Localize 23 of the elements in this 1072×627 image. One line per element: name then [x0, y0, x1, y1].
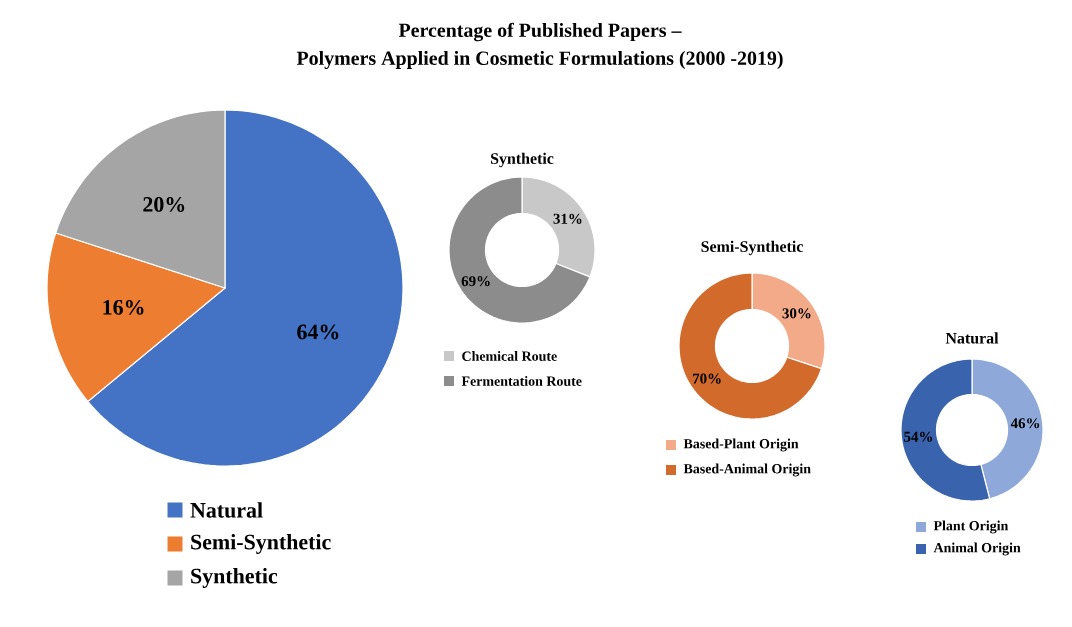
data-label: 46%	[1010, 418, 1040, 429]
text: Percentage of Published Papers –	[398, 22, 682, 42]
legend-label: Fermentation Route	[461, 376, 582, 386]
legend-label: Based-Plant Origin	[683, 438, 799, 452]
legend-label: Semi-Synthetic	[191, 534, 331, 554]
data-label: 70%	[693, 373, 721, 384]
legend-label: Plant Origin	[933, 520, 1009, 534]
legend-label: Chemical Route	[462, 351, 557, 361]
chart-title: Semi-Synthetic	[701, 240, 803, 256]
data-label: 20%	[143, 197, 185, 212]
legend-label: Synthetic	[191, 568, 278, 588]
legend-label: Natural	[190, 502, 263, 518]
data-label: 30%	[782, 308, 811, 319]
data-label: 69%	[461, 276, 490, 287]
data-label: 31%	[553, 213, 582, 224]
chart-title: Natural	[945, 332, 999, 344]
legend-label: Based-Animal Origin	[683, 463, 811, 477]
chart-title: Synthetic	[490, 152, 554, 168]
data-label: 54%	[904, 431, 933, 442]
data-label: 16%	[103, 299, 144, 315]
text: Polymers Applied in Cosmetic Formulations (2000 -2019)	[296, 50, 783, 70]
legend-label: Animal Origin	[933, 542, 1021, 556]
data-label: 64%	[297, 324, 339, 340]
